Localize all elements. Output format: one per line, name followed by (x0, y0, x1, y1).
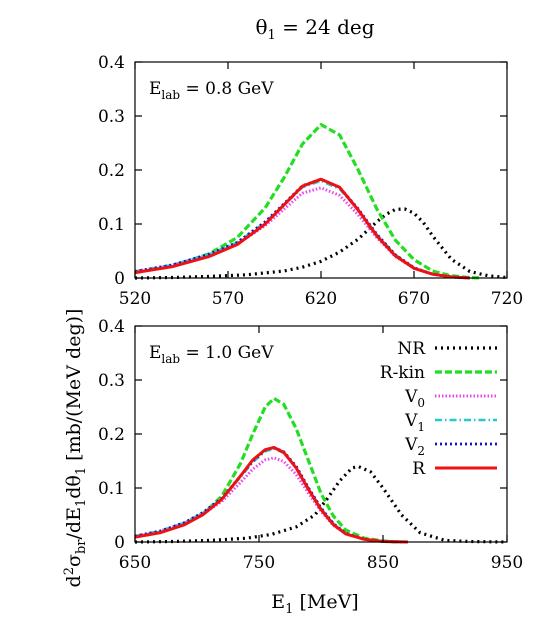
legend-label-r: R (412, 459, 426, 479)
legend-label-main: NR (397, 339, 426, 359)
y-tick-label: 0.1 (98, 479, 125, 499)
plot-frame (134, 61, 508, 279)
legend-label-main: V (404, 387, 418, 407)
series-line-v2 (134, 177, 470, 280)
ylabel-part: /dE (63, 507, 85, 539)
y-tick-label: 0.4 (98, 53, 125, 73)
y-axis-label: d2σbr/dE1dθ1 [mb/(MeV deg)] (62, 309, 89, 588)
y-tick-label: 0.4 (98, 317, 125, 337)
panel-label-sub: lab (161, 352, 180, 366)
panel-label: Elab = 1.0 GeV (149, 343, 274, 366)
panel-label-main: E (149, 343, 161, 363)
ylabel-part: 1 (74, 467, 89, 475)
figure-title: θ1 = 24 deg (255, 15, 374, 43)
panel-bottom: 650 750 850 950 0 0.1 0.2 0.3 0.4 Elab = 1.0 GeV… (98, 317, 523, 573)
series-line-nr (134, 207, 508, 280)
series-line-r (134, 446, 408, 544)
x-tick-label: 950 (491, 553, 523, 573)
panel-top: 520 570 620 670 720 0 0.1 0.2 0.3 0.4 Elab = 0.8 … (98, 53, 523, 309)
legend-label-sub: 2 (417, 444, 425, 458)
x-tick-label: 850 (367, 553, 399, 573)
title-sub: 1 (268, 28, 276, 43)
x-tick-label: 750 (243, 553, 275, 573)
x-tick-label: 520 (119, 289, 151, 309)
plot-frame (134, 325, 508, 543)
ylabel-part: br (74, 539, 89, 554)
legend-label-sub: 0 (417, 396, 425, 410)
legend-label-main: V (404, 411, 418, 431)
legend-label-r-kin: R-kin (380, 363, 425, 383)
panel-label-main: E (149, 79, 161, 99)
ylabel-part: 1 (74, 499, 89, 507)
y-tick-label: 0 (114, 269, 125, 289)
x-axis-label: E1 [MeV] (271, 591, 358, 617)
legend-label-v1: V1 (404, 411, 425, 434)
series-line-nr (134, 464, 508, 544)
panel-label-sub: lab (161, 88, 180, 102)
title-suffix: = 24 deg (276, 15, 375, 39)
y-tick-label: 0 (114, 533, 125, 553)
ylabel-part: σ (63, 554, 85, 567)
series-line-v0 (134, 456, 408, 544)
y-tick-label: 0.1 (98, 215, 125, 235)
series-line-r-kin (134, 396, 396, 544)
xlabel-unit: [MeV] (293, 591, 358, 613)
ylabel-part: dθ (63, 475, 85, 499)
y-tick-label: 0.2 (98, 425, 125, 445)
legend-label-v2: V2 (404, 435, 425, 458)
panel-label-value: = 1.0 GeV (180, 343, 274, 363)
legend-label-nr: NR (397, 339, 426, 359)
ylabel-part: 2 (62, 567, 77, 575)
legend-label-v0: V0 (404, 387, 425, 410)
title-prefix: θ (255, 15, 267, 39)
x-tick-label: 570 (212, 289, 244, 309)
axis-ticks: 650 750 850 950 0 0.1 0.2 0.3 0.4 (98, 317, 523, 573)
x-tick-label: 620 (305, 289, 337, 309)
y-tick-label: 0.2 (98, 161, 125, 181)
ylabel-part: d (63, 575, 85, 587)
series-line-r (134, 177, 470, 280)
y-tick-label: 0.3 (98, 107, 125, 127)
panel-label: Elab = 0.8 GeV (149, 79, 274, 102)
legend-label-sub: 1 (417, 420, 425, 434)
legend-label-main: R (412, 459, 426, 479)
xlabel-main: E (271, 591, 285, 613)
panel-label-value: = 0.8 GeV (180, 79, 274, 99)
ylabel-part: [mb/(MeV deg)] (63, 309, 85, 467)
legend-label-main: R-kin (380, 363, 425, 383)
legend-label-main: V (404, 435, 418, 455)
series-line-r-kin (134, 123, 482, 280)
y-tick-label: 0.3 (98, 371, 125, 391)
xlabel-sub: 1 (285, 602, 293, 617)
series-lines (134, 396, 508, 544)
series-lines (134, 123, 508, 280)
x-tick-label: 720 (491, 289, 523, 309)
x-tick-label: 650 (119, 553, 151, 573)
x-tick-label: 670 (398, 289, 430, 309)
